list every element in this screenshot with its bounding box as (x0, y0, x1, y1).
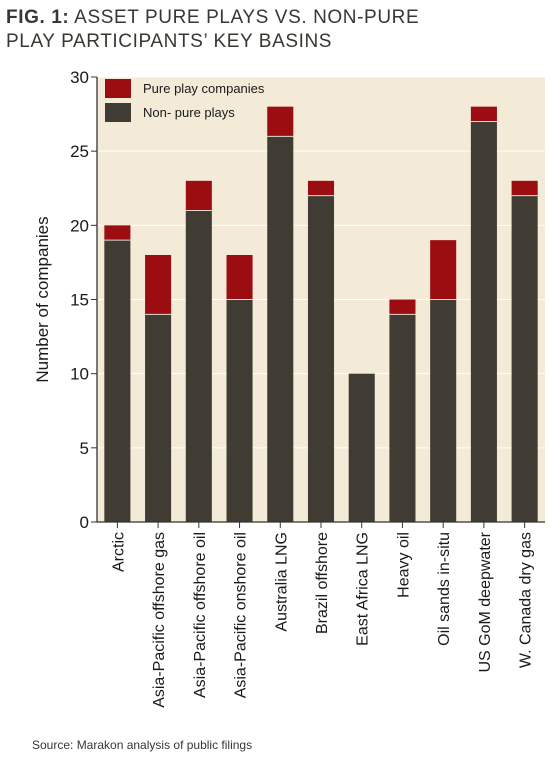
x-tick-label: East Africa LNG (355, 532, 372, 646)
bar-pure-play (226, 255, 253, 300)
x-tick-label: Asia-Pacific onshore oil (233, 532, 250, 698)
bar-pure-play (104, 225, 131, 241)
bar-non-pure (307, 195, 335, 522)
source-note: Source: Marakon analysis of public filin… (32, 738, 253, 752)
bar-non-pure (145, 314, 172, 522)
legend: Pure play companies Non- pure plays (105, 79, 265, 122)
stacked-bar-chart: 0 5 10 15 20 25 30 Arctic Asia-Pacific offshore … (33, 68, 545, 708)
x-tick-label: Arctic (110, 532, 127, 572)
bar-non-pure (430, 299, 457, 522)
bar-non-pure (511, 195, 538, 522)
y-tick-label: 25 (70, 142, 89, 161)
bar-pure-play (511, 180, 538, 196)
y-tick-label: 15 (70, 291, 89, 310)
x-tick-label: Heavy oil (395, 532, 412, 598)
x-tick-label: Oil sands in-situ (436, 532, 453, 646)
bar-non-pure (470, 121, 497, 522)
x-tick-label: Asia-Pacific offshore oil (192, 532, 209, 698)
bar-non-pure (267, 136, 294, 522)
chart-container: 0 5 10 15 20 25 30 Arctic Asia-Pacific offshore … (0, 60, 550, 720)
bar-non-pure (389, 314, 416, 522)
y-tick-label: 0 (80, 513, 89, 532)
bar-pure-play (185, 180, 212, 211)
title-line-2: PLAY PARTICIPANTS’ KEY BASINS (6, 31, 333, 52)
y-axis-label: Number of companies (33, 216, 52, 382)
bar-pure-play (430, 240, 457, 300)
y-tick-label: 30 (70, 68, 89, 87)
bar-pure-play (267, 106, 294, 137)
bar-pure-play (470, 106, 497, 122)
y-tick-label: 20 (70, 216, 89, 235)
bar-non-pure (185, 210, 212, 522)
x-tick-label: W. Canada dry gas (518, 532, 535, 668)
x-tick-label: Asia-Pacific offshore gas (151, 532, 168, 708)
legend-swatch-non-pure (105, 103, 131, 122)
x-tick-label: US GoM deepwater (477, 531, 494, 672)
x-tick-label: Brazil offshore (314, 532, 331, 634)
legend-label-non-pure: Non- pure plays (143, 105, 235, 120)
y-tick-label: 10 (70, 365, 89, 384)
bar-pure-play (307, 180, 335, 196)
y-tick-label: 5 (80, 439, 89, 458)
legend-label-pure: Pure play companies (143, 81, 265, 96)
title-line-1: ASSET PURE PLAYS VS. NON-PURE (74, 7, 420, 28)
chart-title: FIG. 1: ASSET PURE PLAYS VS. NON-PURE PL… (6, 6, 546, 54)
bar-pure-play (389, 299, 416, 315)
bar-non-pure (104, 240, 131, 522)
x-tick-label: Australia LNG (273, 532, 290, 632)
figure-label: FIG. 1: (6, 7, 70, 28)
bar-non-pure (348, 373, 375, 522)
bar-pure-play (145, 255, 172, 315)
bar-non-pure (226, 299, 253, 522)
legend-swatch-pure (105, 79, 131, 98)
